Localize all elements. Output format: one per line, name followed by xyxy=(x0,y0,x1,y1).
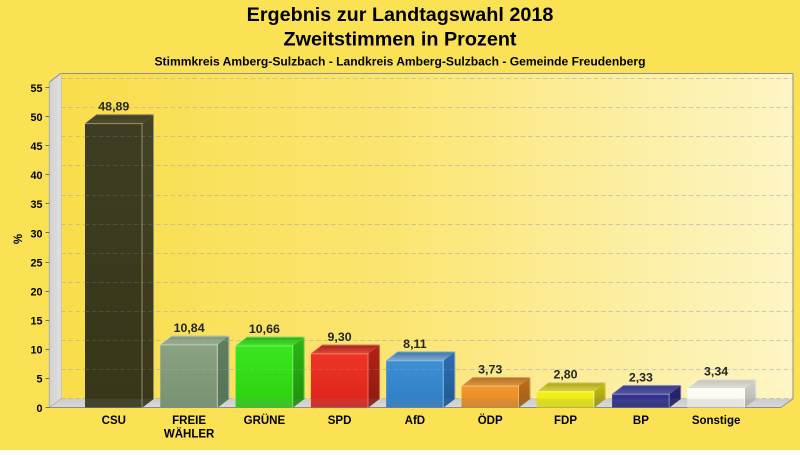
svg-text:FDP: FDP xyxy=(554,415,577,427)
svg-text:25: 25 xyxy=(30,257,42,269)
svg-text:2,33: 2,33 xyxy=(629,370,653,384)
svg-text:Zweitstimmen in Prozent: Zweitstimmen in Prozent xyxy=(283,29,516,51)
svg-text:CSU: CSU xyxy=(102,415,126,427)
svg-text:GRÜNE: GRÜNE xyxy=(244,414,286,427)
svg-text:48,89: 48,89 xyxy=(98,100,129,114)
svg-text:8,11: 8,11 xyxy=(403,337,427,351)
svg-text:%: % xyxy=(13,234,25,244)
svg-text:ÖDP: ÖDP xyxy=(478,414,503,427)
svg-text:20: 20 xyxy=(30,286,42,298)
svg-text:AfD: AfD xyxy=(405,415,425,427)
svg-text:SPD: SPD xyxy=(328,415,352,427)
svg-text:5: 5 xyxy=(36,374,42,386)
svg-text:BP: BP xyxy=(633,415,649,427)
svg-text:10: 10 xyxy=(30,345,42,357)
svg-text:9,30: 9,30 xyxy=(328,330,352,344)
svg-text:40: 40 xyxy=(30,170,42,182)
svg-text:0: 0 xyxy=(36,403,42,415)
svg-text:3,34: 3,34 xyxy=(704,365,728,379)
svg-text:Sonstige: Sonstige xyxy=(692,415,741,427)
svg-text:35: 35 xyxy=(30,199,42,211)
svg-text:FREIE: FREIE xyxy=(172,415,206,427)
svg-text:Stimmkreis Amberg-Sulzbach - L: Stimmkreis Amberg-Sulzbach - Landkreis A… xyxy=(154,55,645,69)
svg-text:10,66: 10,66 xyxy=(249,322,280,336)
svg-text:WÄHLER: WÄHLER xyxy=(164,428,215,441)
svg-text:30: 30 xyxy=(30,228,42,240)
svg-text:2,80: 2,80 xyxy=(553,368,577,382)
svg-text:10,84: 10,84 xyxy=(174,321,205,335)
svg-text:50: 50 xyxy=(30,112,42,124)
svg-text:15: 15 xyxy=(30,316,42,328)
svg-text:45: 45 xyxy=(30,141,42,153)
svg-text:3,73: 3,73 xyxy=(478,362,502,376)
svg-text:Ergebnis zur Landtagswahl 2018: Ergebnis zur Landtagswahl 2018 xyxy=(247,4,554,26)
svg-text:55: 55 xyxy=(30,83,42,95)
